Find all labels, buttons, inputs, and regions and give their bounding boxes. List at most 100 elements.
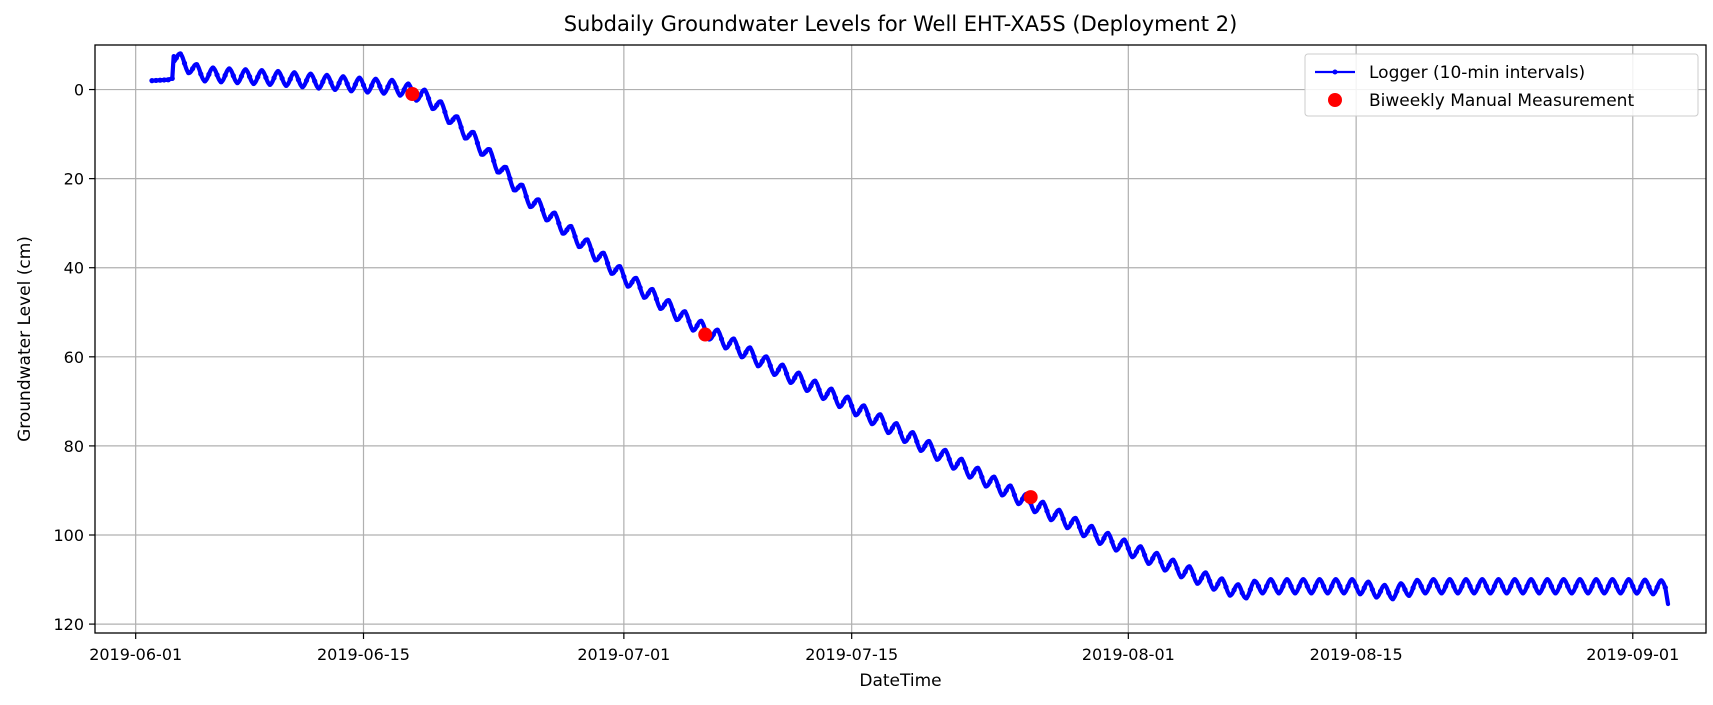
logger-point: [1247, 586, 1253, 593]
logger-point: [255, 74, 261, 80]
logger-point: [1491, 583, 1498, 589]
series-layer: [149, 51, 1671, 607]
logger-point: [1638, 583, 1644, 590]
logger-point: [291, 70, 297, 76]
logger-point: [328, 79, 334, 86]
logger-point: [316, 85, 322, 91]
logger-point: [458, 124, 464, 131]
logger-point: [885, 429, 891, 436]
logger-point: [1312, 583, 1319, 589]
logger-point: [1536, 590, 1542, 596]
logger-point: [360, 82, 367, 88]
y-tick-label: 80: [64, 437, 84, 456]
logger-point: [633, 275, 639, 281]
logger-point: [1418, 583, 1424, 589]
logger-point: [1198, 575, 1205, 581]
logger-point: [198, 71, 204, 77]
logger-point: [1227, 592, 1233, 598]
logger-point: [641, 294, 647, 300]
logger-point: [1052, 512, 1058, 518]
logger-point: [1455, 590, 1461, 596]
logger-point: [523, 193, 529, 200]
logger-point: [348, 88, 354, 94]
logger-point: [1617, 590, 1624, 596]
logger-point: [873, 416, 879, 422]
logger-point: [1508, 583, 1514, 589]
logger-point: [340, 74, 346, 80]
logger-point: [975, 465, 981, 471]
chart-title: Subdaily Groundwater Levels for Well EHT…: [564, 12, 1238, 36]
logger-point: [1182, 569, 1188, 575]
logger-point: [1085, 528, 1091, 534]
logger-point: [788, 379, 794, 386]
logger-point: [812, 378, 818, 384]
logger-point: [1410, 585, 1416, 591]
logger-point: [1003, 487, 1009, 494]
logger-point: [364, 89, 371, 95]
logger-point: [1146, 560, 1152, 566]
logger-point: [259, 68, 265, 74]
logger-point: [1585, 590, 1591, 596]
logger-point: [1259, 590, 1266, 596]
y-tick-label: 120: [53, 615, 84, 634]
logger-point: [649, 286, 655, 293]
logger-point: [202, 78, 208, 84]
logger-point: [515, 184, 521, 191]
logger-point: [507, 176, 513, 182]
logger-point: [1166, 562, 1172, 568]
logger-point: [897, 429, 904, 436]
logger-point: [1414, 577, 1420, 583]
logger-point: [596, 253, 603, 260]
logger-point: [263, 74, 269, 81]
logger-point: [1337, 583, 1343, 589]
logger-point: [1593, 576, 1599, 583]
logger-point: [576, 243, 582, 250]
logger-point: [1154, 550, 1160, 556]
logger-point: [246, 74, 253, 80]
logger-point: [1447, 576, 1453, 583]
logger-point: [991, 474, 997, 480]
logger-point: [421, 87, 428, 93]
logger-point: [401, 86, 407, 93]
logger-point: [1072, 515, 1079, 521]
logger-point: [735, 345, 741, 351]
x-axis-label: DateTime: [859, 671, 941, 691]
logger-point: [491, 158, 497, 164]
logger-point: [1597, 583, 1603, 589]
legend-logger-marker: [1332, 69, 1338, 75]
logger-point: [560, 230, 566, 236]
logger-point: [1036, 504, 1042, 510]
logger-point: [1520, 590, 1526, 596]
logger-point: [694, 323, 700, 329]
logger-point: [1113, 547, 1119, 553]
logger-point: [1137, 544, 1144, 550]
logger-point: [1609, 576, 1616, 583]
logger-point: [954, 461, 961, 467]
logger-point: [690, 327, 696, 333]
logger-point: [1223, 584, 1229, 590]
logger-point: [230, 73, 236, 79]
logger-point: [686, 318, 692, 324]
logger-point: [718, 336, 725, 342]
logger-point: [1308, 590, 1314, 596]
legend: Logger (10-min intervals) Biweekly Manua…: [1304, 53, 1699, 117]
logger-point: [934, 456, 940, 462]
logger-point: [1093, 532, 1099, 538]
logger-point: [1634, 590, 1640, 596]
logger-point: [470, 129, 476, 136]
logger-point: [901, 438, 908, 445]
logger-point: [153, 77, 159, 84]
grid-layer: [95, 45, 1706, 633]
logger-point: [503, 164, 509, 171]
logger-point: [1284, 576, 1290, 583]
logger-point: [1015, 500, 1022, 507]
logger-point: [1394, 588, 1400, 594]
logger-point: [653, 296, 660, 302]
logger-point: [645, 290, 651, 296]
logger-point: [1076, 524, 1083, 530]
logger-point: [446, 119, 452, 125]
logger-point: [1622, 583, 1628, 589]
manual-measurement-point: [698, 327, 713, 342]
logger-point: [173, 55, 179, 61]
